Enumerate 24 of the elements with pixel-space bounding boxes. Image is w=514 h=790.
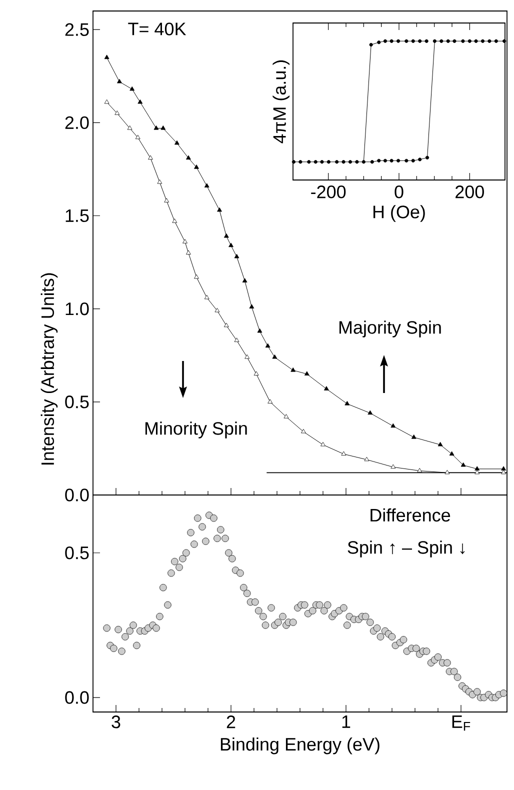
- x-tick-label: 200: [456, 186, 484, 198]
- annotation: Spin ↑ – Spin ↓: [348, 540, 465, 558]
- y-tick-label: 0.5: [65, 396, 89, 408]
- annotation: T= 40K: [128, 22, 186, 36]
- x-axis-title: H (Oe): [373, 205, 425, 222]
- y-tick-label: 1.0: [66, 302, 89, 316]
- x-axis-title: Binding Energy (eV): [220, 737, 380, 754]
- x-tick-label: -200: [311, 186, 346, 198]
- x-tick-label: 3: [112, 716, 120, 728]
- x-tick-label: 2: [226, 716, 236, 728]
- y-tick-label: 0.0: [65, 488, 89, 502]
- x-tick-label: 1: [342, 716, 350, 728]
- annotation: Difference: [370, 508, 450, 522]
- x-tick-label: 0: [394, 186, 404, 198]
- y-tick-label: 0.5: [65, 546, 89, 560]
- annotation: Minority Spin: [145, 422, 247, 438]
- y-tick-label: 2.0: [65, 116, 89, 130]
- y-tick-label: 2.5: [65, 23, 89, 36]
- y-tick-label: 1.5: [66, 209, 89, 222]
- x-tick-label: E$_{F}$: [452, 716, 470, 731]
- y-axis-title: 4πM (a.u.): [272, 60, 290, 144]
- y-tick-label: 0.0: [65, 691, 89, 704]
- annotation: Majority Spin: [339, 320, 441, 338]
- y-axis-title: Intensity (Arbtrary Units): [40, 273, 58, 465]
